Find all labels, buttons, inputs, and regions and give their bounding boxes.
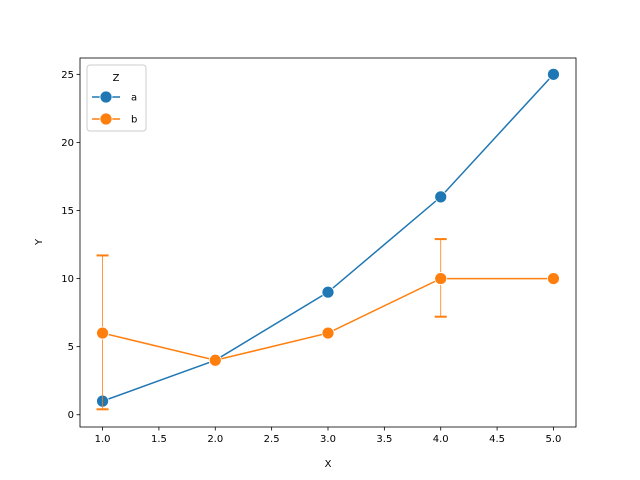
legend-marker [99,90,113,104]
x-tick-label: 5.0 [546,434,562,445]
x-tick-label: 2.0 [207,434,223,445]
y-tick-label: 20 [61,138,74,149]
data-point [321,326,335,340]
plot-area [80,58,576,427]
data-point [547,67,560,81]
x-ticks: 1.0 1.5 2.0 2.5 3.0 3.5 4.0 4.5 5.0 [95,427,562,445]
series-layer [96,67,560,411]
legend: Z ab [86,64,147,132]
y-tick-label: 0 [68,410,74,421]
data-point [434,272,448,285]
data-point [208,353,222,367]
series-a [96,67,560,408]
legend-entry-a: a [92,90,137,104]
y-tick-label: 25 [61,70,74,81]
series-b [96,238,560,411]
data-point [434,190,448,204]
x-tick-label: 4.0 [433,434,449,445]
x-tick-label: 2.5 [264,434,280,445]
x-tick-label: 3.0 [320,434,336,445]
y-tick-label: 15 [61,206,74,217]
x-axis-label: X [325,459,332,470]
data-point [321,285,335,299]
x-tick-label: 3.5 [376,434,392,445]
y-tick-label: 5 [68,342,74,353]
legend-marker [99,112,113,126]
y-axis-label: Y [34,238,45,246]
legend-title: Z [113,73,120,84]
y-ticks: 0 5 10 15 20 25 [61,70,80,421]
data-point [96,326,109,340]
legend-label: a [131,93,137,104]
x-tick-label: 4.5 [489,434,505,445]
y-tick-label: 10 [61,274,74,285]
x-tick-label: 1.0 [95,434,111,445]
x-tick-label: 1.5 [151,434,167,445]
legend-label: b [131,115,137,126]
legend-entry-b: b [92,112,137,126]
legend-entries: ab [92,90,137,126]
data-point [547,272,560,285]
